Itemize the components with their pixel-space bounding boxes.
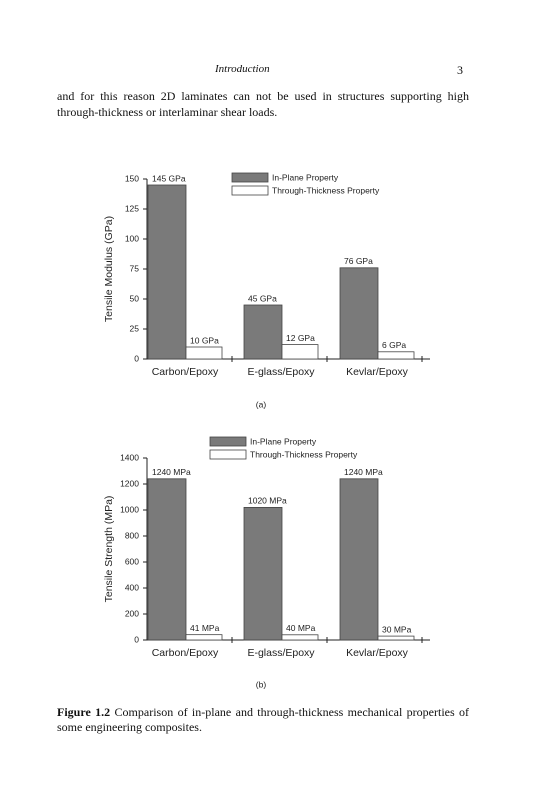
- value-label: 40 MPa: [286, 623, 316, 633]
- value-label: 10 GPa: [190, 335, 219, 345]
- bar: [147, 184, 187, 360]
- bar: [281, 634, 319, 641]
- bar: [185, 346, 223, 360]
- bar: [339, 267, 379, 360]
- y-tick-label: 800: [125, 530, 139, 540]
- caption: Figure 1.2 Comparison of in-plane and th…: [57, 705, 469, 735]
- caption-label: Figure 1.2: [57, 705, 111, 719]
- legend-swatch: [231, 185, 269, 196]
- y-tick-label: 600: [125, 556, 139, 566]
- value-label: 30 MPa: [382, 624, 412, 634]
- page-number: 3: [457, 63, 463, 77]
- y-axis-label: Tensile Strength (MPa): [103, 496, 115, 603]
- bar: [377, 351, 415, 360]
- y-tick-label: 25: [130, 323, 140, 333]
- value-label: 6 GPa: [382, 340, 406, 350]
- paragraph: and for this reason 2D laminates can not…: [57, 89, 469, 119]
- y-tick-label: 150: [125, 173, 139, 183]
- legend-label: Through-Thickness Property: [272, 185, 380, 195]
- y-tick-label: 50: [130, 293, 140, 303]
- caption-text: Comparison of in-plane and through-thick…: [57, 705, 470, 734]
- value-label: 1240 MPa: [152, 467, 191, 477]
- y-tick-label: 1400: [120, 452, 139, 462]
- y-tick-label: 200: [125, 608, 139, 618]
- x-tick-label: Carbon/Epoxy: [152, 647, 219, 659]
- legend-label: In-Plane Property: [272, 172, 339, 182]
- legend-swatch: [209, 436, 247, 447]
- legend-label: Through-Thickness Property: [250, 449, 358, 459]
- legend-swatch: [209, 449, 247, 460]
- bar: [185, 634, 223, 641]
- legend-label: In-Plane Property: [250, 436, 317, 446]
- y-tick-label: 75: [130, 263, 140, 273]
- bar: [243, 507, 283, 641]
- chart-label: (b): [256, 679, 267, 689]
- y-tick-label: 400: [125, 582, 139, 592]
- header: Introduction 3: [0, 63, 551, 79]
- value-label: 1240 MPa: [344, 467, 383, 477]
- bar: [281, 344, 319, 360]
- y-tick-label: 100: [125, 233, 139, 243]
- bar: [147, 478, 187, 641]
- bar: [243, 304, 283, 360]
- x-tick-label: E-glass/Epoxy: [247, 366, 315, 378]
- x-tick-label: Kevlar/Epoxy: [346, 366, 409, 378]
- value-label: 145 GPa: [152, 173, 186, 183]
- y-tick-label: 125: [125, 203, 139, 213]
- value-label: 41 MPa: [190, 623, 220, 633]
- y-tick-label: 0: [134, 353, 139, 363]
- value-label: 76 GPa: [344, 256, 373, 266]
- bar: [339, 478, 379, 641]
- y-axis-label: Tensile Modulus (GPa): [103, 216, 115, 322]
- chart: 0 25 50 75 100 125 150 Tensile Modulus (GPa) Car…: [103, 172, 430, 409]
- chart-label: (a): [256, 399, 267, 409]
- y-tick-label: 1200: [120, 478, 139, 488]
- x-tick-label: Carbon/Epoxy: [152, 366, 219, 378]
- x-tick-label: E-glass/Epoxy: [247, 647, 315, 659]
- x-tick-label: Kevlar/Epoxy: [346, 647, 409, 659]
- chart: 0 200 400 600 800 1000 1200 1400 Tensile Strengt…: [103, 436, 430, 689]
- value-label: 1020 MPa: [248, 496, 287, 506]
- value-label: 45 GPa: [248, 293, 277, 303]
- bar: [377, 635, 415, 641]
- y-tick-label: 0: [134, 634, 139, 644]
- y-tick-label: 1000: [120, 504, 139, 514]
- value-label: 12 GPa: [286, 333, 315, 343]
- legend-swatch: [231, 172, 269, 183]
- header-title: Introduction: [215, 63, 270, 75]
